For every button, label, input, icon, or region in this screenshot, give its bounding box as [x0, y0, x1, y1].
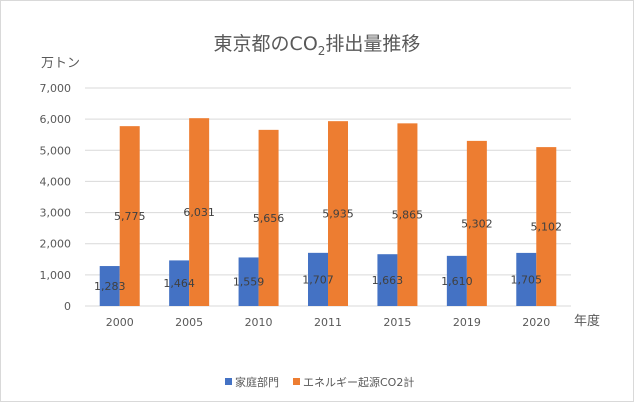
bar-energy-total	[397, 123, 418, 307]
data-label: 1,707	[302, 273, 334, 286]
bar-household	[238, 257, 259, 306]
bar-household	[377, 254, 398, 306]
x-tick-label: 2000	[106, 316, 134, 329]
x-axis-label: 年度	[574, 313, 600, 329]
y-tick-label: 7,000	[40, 82, 72, 95]
bar-energy-total	[258, 129, 279, 306]
data-label: 6,031	[183, 206, 215, 219]
data-label: 1,663	[372, 274, 404, 287]
data-label: 1,610	[441, 275, 473, 288]
y-tick-label: 0	[64, 300, 71, 313]
bar-household	[169, 260, 190, 306]
bar-household	[446, 255, 467, 306]
bar-household	[99, 266, 120, 306]
data-label: 5,775	[114, 210, 146, 223]
x-tick-label: 2020	[522, 316, 550, 329]
chart-title: 東京都のCO2排出量推移	[214, 33, 421, 58]
data-label: 1,283	[94, 280, 126, 293]
x-tick-label: 2015	[383, 316, 411, 329]
x-tick-label: 2005	[175, 316, 203, 329]
data-label: 5,656	[253, 212, 285, 225]
y-tick-label: 3,000	[40, 207, 72, 220]
bar-energy-total	[328, 121, 348, 306]
legend-swatch	[225, 378, 232, 385]
data-label: 5,102	[531, 221, 563, 234]
data-label: 1,559	[233, 276, 265, 289]
data-label: 5,302	[461, 217, 493, 230]
bar-energy-total	[189, 118, 210, 306]
data-label: 5,935	[322, 208, 354, 221]
x-tick-label: 2011	[314, 316, 342, 329]
data-label: 1,705	[511, 273, 543, 286]
y-tick-label: 5,000	[40, 144, 72, 157]
bar-energy-total	[466, 140, 487, 306]
y-tick-label: 4,000	[40, 175, 72, 188]
legend-label: 家庭部門	[235, 375, 279, 389]
bar-energy-total	[536, 147, 557, 306]
legend-swatch	[293, 378, 300, 385]
legend-label: エネルギー起源CO2計	[303, 375, 414, 389]
bar-energy-total	[119, 126, 140, 307]
bar-household	[308, 252, 328, 306]
data-label: 5,865	[392, 209, 424, 222]
bar-household	[516, 252, 537, 306]
y-tick-label: 6,000	[40, 113, 72, 126]
x-tick-label: 2019	[453, 316, 481, 329]
data-label: 1,464	[163, 277, 195, 290]
x-tick-label: 2010	[245, 316, 273, 329]
y-tick-label: 1,000	[40, 269, 72, 282]
y-axis-label: 万トン	[41, 56, 80, 71]
y-tick-label: 2,000	[40, 238, 72, 251]
